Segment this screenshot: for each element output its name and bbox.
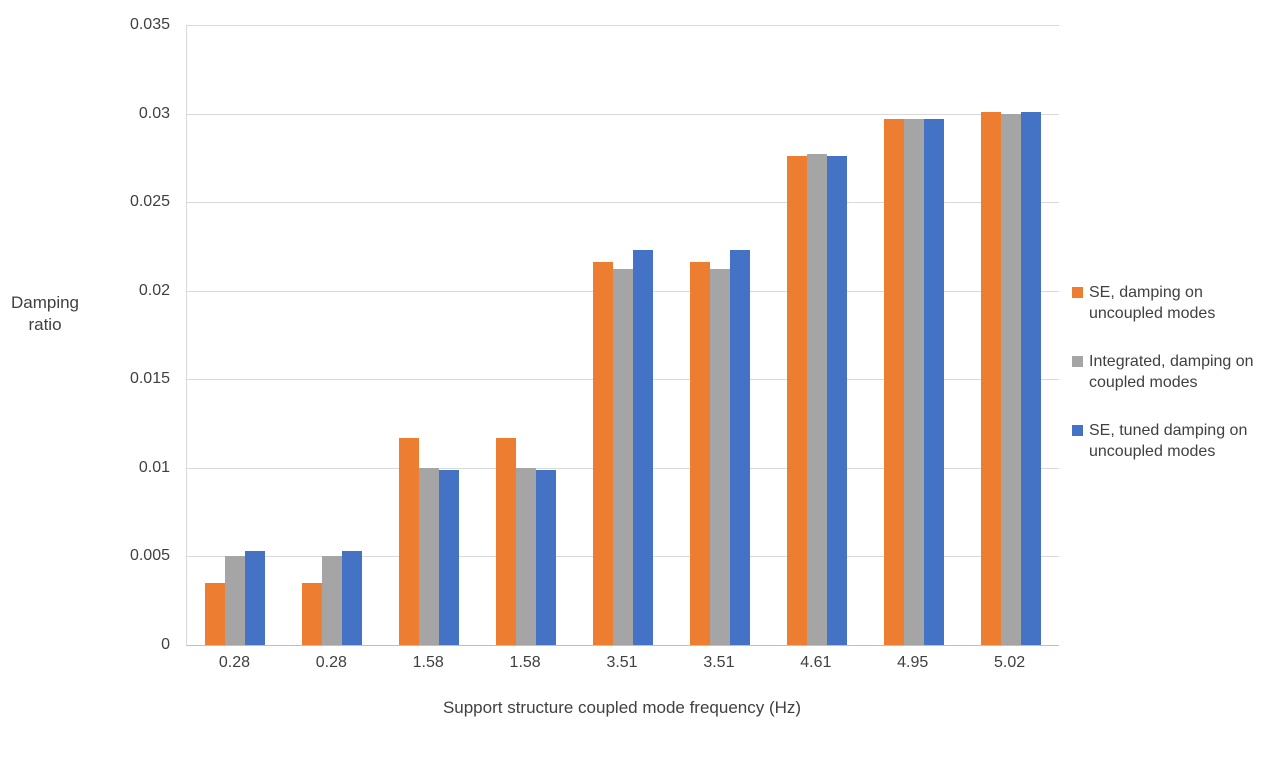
bar	[593, 262, 613, 645]
x-axis-title: Support structure coupled mode frequency…	[442, 698, 802, 717]
bar	[302, 583, 323, 645]
bar	[496, 437, 517, 645]
bar	[806, 154, 827, 645]
bar-group	[768, 25, 865, 645]
bar-group	[381, 25, 478, 645]
bar	[516, 467, 537, 645]
bar-group	[478, 25, 575, 645]
y-axis-tick-labels: 0 0.005 0.01 0.015 0.02 0.025 0.03 0.035	[0, 16, 170, 653]
bar-group	[671, 25, 768, 645]
x-tick-label: 4.95	[897, 654, 929, 671]
gridline	[187, 25, 1059, 26]
legend-entry-integrated: Integrated, damping on coupled modes	[1072, 351, 1277, 393]
bar	[729, 249, 750, 645]
legend: SE, damping on uncoupled modes Integrate…	[1072, 282, 1277, 489]
x-tick-label: 1.58	[412, 654, 444, 671]
bar	[980, 111, 1001, 645]
bar	[613, 269, 633, 645]
x-tick-label: 0.28	[218, 654, 251, 671]
x-tick-label: 1.58	[509, 654, 541, 671]
legend-entry-se-damping: SE, damping on uncoupled modes	[1072, 282, 1277, 324]
bar	[786, 156, 807, 645]
bar-group	[962, 25, 1059, 645]
bar	[826, 156, 847, 645]
x-tick-label: 0.28	[315, 654, 347, 671]
legend-swatch-se-tuned	[1072, 425, 1083, 436]
y-tick-label: 0.01	[138, 458, 170, 476]
bar	[399, 437, 420, 645]
y-tick-label: 0.03	[138, 104, 170, 122]
bar	[439, 469, 460, 645]
bar	[883, 118, 904, 645]
legend-label-integrated: Integrated, damping on coupled modes	[1089, 353, 1254, 391]
bar-groups	[187, 25, 1059, 645]
y-tick-label: 0.035	[129, 16, 170, 33]
y-tick-label: 0.02	[138, 281, 170, 299]
legend-entry-se-tuned: SE, tuned damping on uncoupled modes	[1072, 420, 1277, 462]
x-tick-label: 4.61	[800, 654, 832, 671]
y-tick-label: 0.005	[129, 547, 170, 565]
bar	[709, 269, 730, 645]
legend-label-se-damping: SE, damping on uncoupled modes	[1089, 284, 1216, 322]
bar	[903, 118, 924, 645]
bar-group	[284, 25, 381, 645]
y-axis-title: Damping ratio	[10, 293, 80, 334]
bar	[419, 467, 440, 645]
bar	[205, 583, 226, 645]
x-tick-label: 5.02	[994, 654, 1026, 671]
bar	[225, 556, 246, 645]
legend-swatch-se-damping	[1072, 287, 1083, 298]
y-tick-label: 0	[161, 636, 170, 653]
bar	[1020, 111, 1041, 645]
bar-group	[865, 25, 962, 645]
bar	[322, 556, 343, 645]
bar	[923, 118, 944, 645]
x-tick-label: 3.51	[703, 654, 735, 671]
bar	[1000, 113, 1021, 645]
bar-group	[575, 25, 672, 645]
x-tick-label: 3.51	[606, 654, 638, 671]
y-tick-label: 0.015	[129, 370, 170, 388]
bar	[633, 249, 653, 645]
legend-swatch-integrated	[1072, 356, 1083, 367]
gridline	[187, 202, 1059, 204]
bar	[689, 262, 710, 645]
y-tick-label: 0.025	[129, 193, 170, 211]
bar	[536, 469, 557, 645]
plot-area	[186, 25, 1059, 646]
gridline	[187, 113, 1059, 115]
legend-label-se-tuned: SE, tuned damping on uncoupled modes	[1089, 422, 1248, 460]
x-axis-tick-labels: 0.28 0.28 1.58 1.58 3.51 3.51 4.61 4.95 5.02	[186, 653, 1058, 673]
bar	[342, 551, 363, 645]
bar-group	[187, 25, 284, 645]
bar	[245, 551, 266, 645]
